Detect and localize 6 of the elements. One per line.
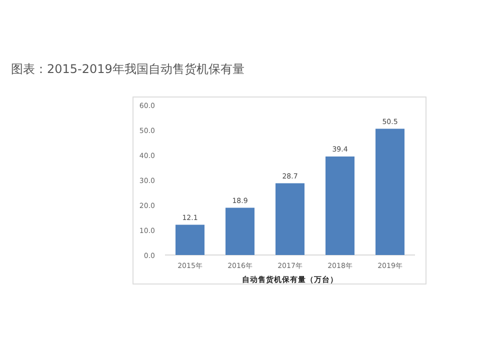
bar	[376, 128, 404, 255]
bar	[326, 156, 354, 255]
bar	[276, 183, 304, 255]
bar	[226, 208, 254, 255]
bar	[176, 224, 204, 255]
chart-title: 图表：2015-2019年我国自动售货机保有量	[11, 62, 244, 76]
